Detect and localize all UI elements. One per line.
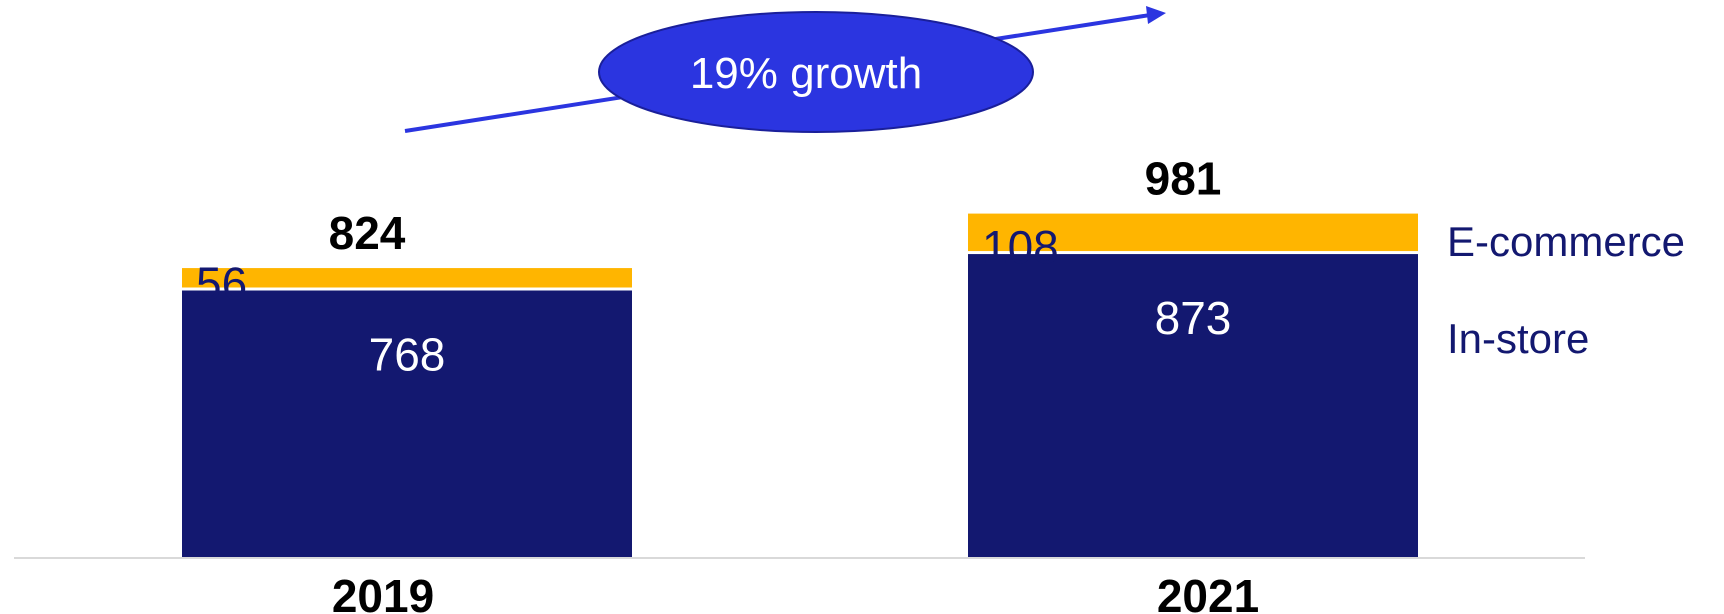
bar-in-store-2021	[968, 254, 1418, 557]
labels-layer: 768 56 824 873 108 981	[196, 153, 1231, 381]
bar-in-store-2019	[182, 290, 632, 557]
bar-e-commerce-2021	[968, 213, 1418, 252]
legend-e-commerce: E-commerce	[1447, 218, 1685, 265]
growth-annotation: 19% growth	[404, 6, 1166, 133]
segment-label-in-store-2021: 873	[1155, 292, 1232, 344]
x-tick-label-2021: 2021	[1157, 570, 1259, 614]
bars-layer	[182, 213, 1418, 557]
segment-label-in-store-2019: 768	[369, 329, 446, 381]
segment-label-e-commerce-2021: 108	[982, 221, 1059, 273]
total-label-2021: 981	[1145, 153, 1222, 205]
segment-label-e-commerce-2019: 56	[196, 258, 247, 310]
bar-e-commerce-2019	[182, 268, 632, 288]
total-label-2019: 824	[329, 207, 406, 259]
growth-badge	[598, 11, 1034, 133]
growth-arrow-head	[1146, 6, 1166, 24]
x-tick-label-2019: 2019	[332, 570, 434, 614]
legend-in-store: In-store	[1447, 315, 1589, 362]
growth-badge-label: 19% growth	[690, 49, 922, 98]
